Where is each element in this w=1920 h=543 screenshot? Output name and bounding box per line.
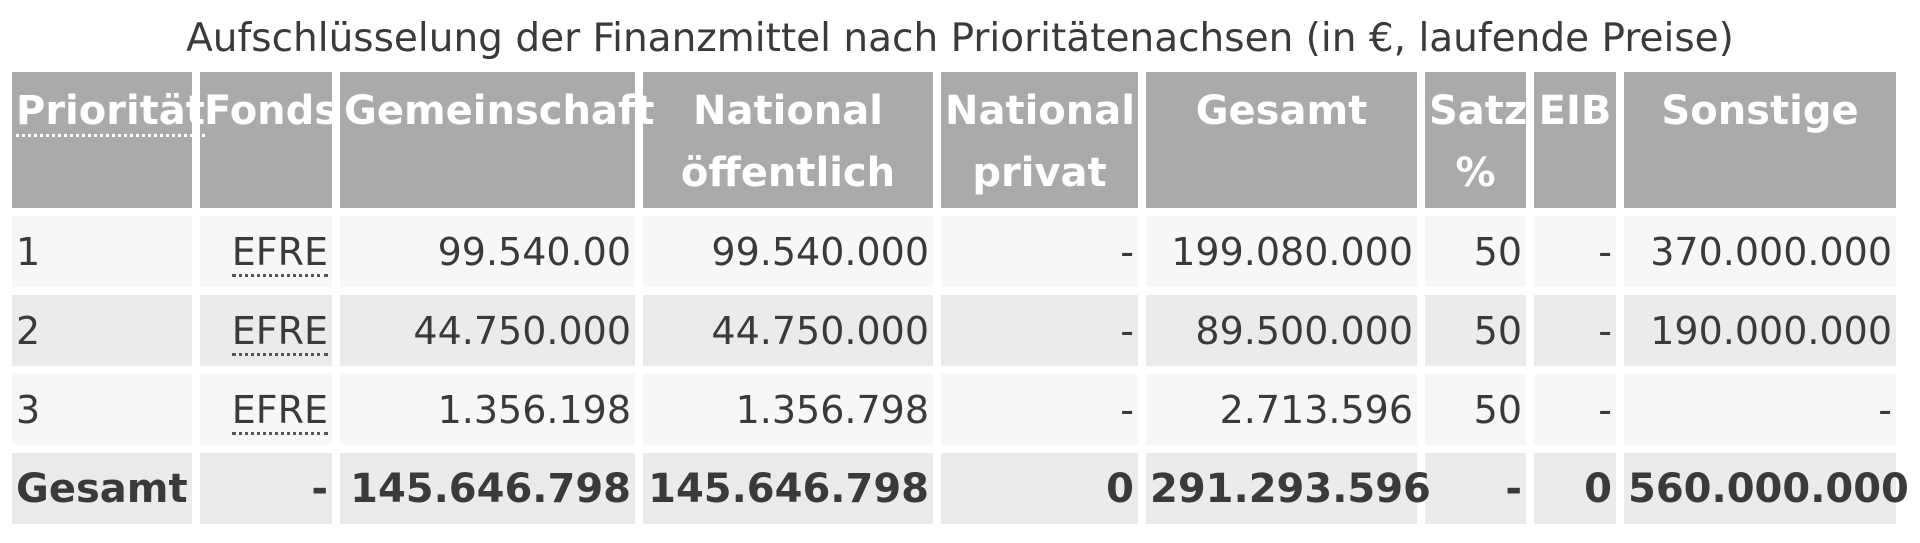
fund-abbr: EFRE: [231, 308, 328, 356]
cell-prioritaet: 3: [12, 374, 192, 445]
header-eib: EIB: [1534, 72, 1616, 208]
total-national-oeffentlich: 145.646.798: [643, 453, 933, 524]
cell-national-oeffentlich: 44.750.000: [643, 295, 933, 366]
header-national-privat: National privat: [941, 72, 1138, 208]
header-satz-line2: %: [1455, 150, 1496, 196]
cell-gesamt: 199.080.000: [1146, 216, 1417, 287]
cell-fonds: EFRE: [200, 374, 332, 445]
total-eib: 0: [1534, 453, 1616, 524]
cell-eib: -: [1534, 295, 1616, 366]
cell-gemeinschaft: 44.750.000: [340, 295, 635, 366]
header-national-privat-line2: privat: [972, 150, 1107, 196]
cell-national-oeffentlich: 99.540.000: [643, 216, 933, 287]
header-sonstige: Sonstige: [1624, 72, 1896, 208]
header-gesamt: Gesamt: [1146, 72, 1417, 208]
fund-abbr: EFRE: [231, 387, 328, 435]
header-satz-line1: Satz: [1429, 88, 1528, 134]
cell-gesamt: 89.500.000: [1146, 295, 1417, 366]
cell-national-privat: -: [941, 295, 1138, 366]
cell-gemeinschaft: 99.540.00: [340, 216, 635, 287]
cell-satz: 50: [1425, 295, 1526, 366]
total-national-privat: 0: [941, 453, 1138, 524]
cell-fonds: EFRE: [200, 295, 332, 366]
cell-fonds: EFRE: [200, 216, 332, 287]
funding-table: Priorität Fonds Gemeinschaft National öff…: [4, 64, 1909, 532]
cell-prioritaet: 2: [12, 295, 192, 366]
cell-eib: -: [1534, 374, 1616, 445]
table-row: 3 EFRE 1.356.198 1.356.798 - 2.713.596 5…: [12, 374, 1896, 445]
total-fonds: -: [200, 453, 332, 524]
table-caption: Aufschlüsselung der Finanzmittel nach Pr…: [186, 16, 1734, 61]
total-row: Gesamt - 145.646.798 145.646.798 0 291.2…: [12, 453, 1909, 524]
cell-gesamt: 2.713.596: [1146, 374, 1417, 445]
header-satz: Satz%: [1425, 72, 1528, 208]
cell-gemeinschaft: 1.356.198: [340, 374, 635, 445]
header-fonds: Fonds: [200, 72, 338, 208]
cell-national-oeffentlich: 1.356.798: [643, 374, 933, 445]
total-gemeinschaft: 145.646.798: [340, 453, 635, 524]
total-gesamt: 291.293.596: [1146, 453, 1431, 524]
cell-satz: 50: [1425, 216, 1526, 287]
cell-eib: -: [1534, 216, 1616, 287]
fund-abbr: EFRE: [231, 229, 328, 277]
header-national-oeffentlich-line1: National: [693, 88, 883, 134]
total-label: Gesamt: [12, 453, 192, 524]
cell-sonstige: 190.000.000: [1624, 295, 1896, 366]
header-national-oeffentlich-line2: öffentlich: [680, 150, 896, 196]
cell-sonstige: 370.000.000: [1624, 216, 1896, 287]
header-prioritaet: Priorität: [12, 72, 205, 208]
cell-satz: 50: [1425, 374, 1526, 445]
table-row: 2 EFRE 44.750.000 44.750.000 - 89.500.00…: [12, 295, 1896, 366]
header-national-privat-line1: National: [945, 88, 1135, 134]
header-prioritaet-label: Priorität: [16, 88, 205, 137]
total-satz: -: [1425, 453, 1526, 524]
header-row: Priorität Fonds Gemeinschaft National öff…: [12, 72, 1896, 208]
header-national-oeffentlich: National öffentlich: [643, 72, 933, 208]
cell-sonstige: -: [1624, 374, 1896, 445]
header-gemeinschaft: Gemeinschaft: [340, 72, 654, 208]
total-sonstige: 560.000.000: [1624, 453, 1909, 524]
cell-prioritaet: 1: [12, 216, 192, 287]
cell-national-privat: -: [941, 374, 1138, 445]
cell-national-privat: -: [941, 216, 1138, 287]
table-row: 1 EFRE 99.540.00 99.540.000 - 199.080.00…: [12, 216, 1896, 287]
